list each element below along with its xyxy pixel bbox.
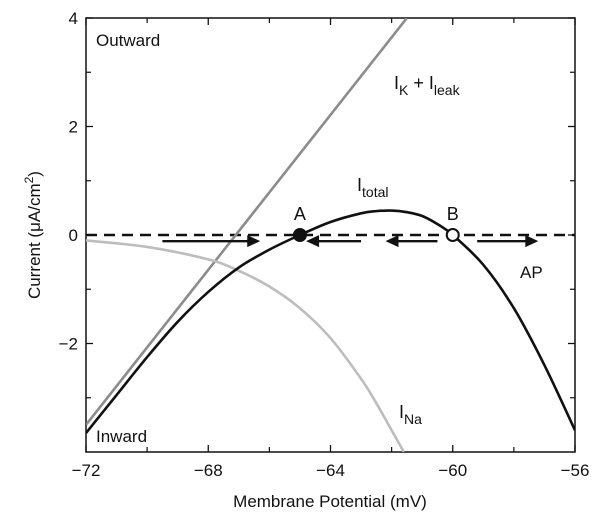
tick-labels-layer: −72 −68 −64 −60 −56 4 2 0 −2	[59, 9, 590, 480]
series-line-na	[86, 239, 405, 452]
outward-label: Outward	[96, 31, 160, 50]
fixed-point-a	[292, 228, 307, 242]
ap-label: AP	[520, 263, 543, 282]
series-line-k-leak	[86, 18, 408, 426]
x-axis-label: Membrane Potential (mV)	[233, 492, 427, 511]
flow-arrow	[306, 235, 362, 248]
flow-arrow	[385, 235, 438, 248]
fixed-point-label-a: A	[294, 204, 306, 224]
inward-label: Inward	[96, 427, 147, 446]
flow-arrow	[477, 235, 539, 248]
series-layer	[86, 18, 575, 452]
x-tick-label: −72	[72, 461, 101, 480]
x-tick-label: −64	[316, 461, 345, 480]
y-tick-label: 2	[69, 118, 78, 137]
arrows-layer	[162, 235, 539, 248]
x-tick-label: −60	[438, 461, 467, 480]
y-tick-label: 4	[69, 9, 78, 28]
flow-arrow	[162, 235, 261, 248]
y-tick-label: −2	[59, 335, 78, 354]
x-tick-label: −68	[194, 461, 223, 480]
na-current-label: INa	[399, 402, 422, 427]
x-tick-label: −56	[561, 461, 590, 480]
y-tick-label: 0	[69, 226, 78, 245]
total-current-label: Itotal	[357, 175, 388, 200]
y-axis-label: Current (μA/cm2)	[22, 171, 44, 299]
series-line-total	[86, 209, 575, 434]
fixed-point-b	[445, 228, 460, 242]
k-leak-current-label: IK + Ileak	[394, 73, 461, 98]
fixed-point-label-b: B	[447, 204, 459, 224]
